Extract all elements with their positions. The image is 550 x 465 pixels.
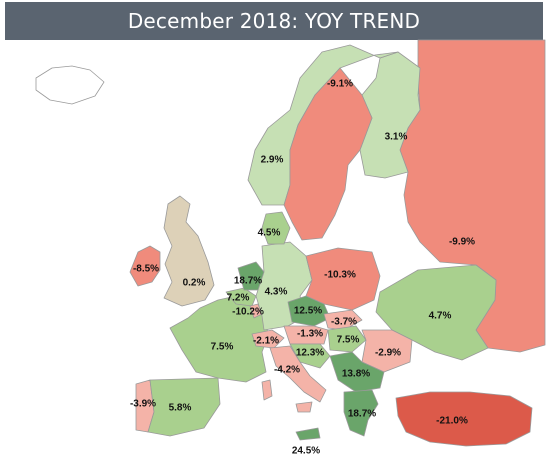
region-poland (305, 247, 381, 311)
label-greece: 18.7% (348, 409, 376, 420)
label-ukraine: 4.7% (429, 311, 452, 322)
map-title: December 2018: YOY TREND (127, 9, 421, 33)
label-uk: 0.2% (183, 278, 206, 289)
region-spain (147, 377, 221, 437)
region-greece (343, 389, 379, 437)
label-denmark: 4.5% (258, 228, 281, 239)
label-italy: -4.2% (274, 365, 300, 376)
title-bar: December 2018: YOY TREND (5, 2, 543, 40)
region-belgium (225, 287, 257, 307)
label-portugal: -3.9% (130, 399, 156, 410)
region-serbia-bulgaria (329, 351, 385, 393)
label-poland: -10.3% (324, 270, 356, 281)
region-switzerland (251, 329, 285, 349)
label-czechia: 12.5% (294, 306, 322, 317)
region-iceland (35, 65, 105, 105)
label-switzerland: -2.1% (253, 336, 279, 347)
label-finland: 3.1% (385, 132, 408, 143)
label-norway: 2.9% (261, 155, 284, 166)
region-sicily (295, 401, 313, 413)
region-turkey (395, 391, 533, 447)
label-ireland: -8.5% (133, 264, 159, 275)
label-sweden: -9.1% (327, 79, 353, 90)
label-spain: 5.8% (169, 403, 192, 414)
label-france: 7.5% (211, 342, 234, 353)
label-serbia-bulgaria: 13.8% (342, 369, 370, 380)
label-cyprus: 24.5% (292, 446, 320, 457)
label-belgium: 7.2% (227, 293, 250, 304)
region-ireland (129, 245, 161, 287)
region-italy (269, 345, 327, 403)
label-luxembourg: -10.2% (232, 307, 264, 318)
label-hungary: 7.5% (337, 335, 360, 346)
label-germany: 4.3% (265, 287, 288, 298)
label-austria: -1.3% (297, 329, 323, 340)
label-slovakia: -3.7% (331, 317, 357, 328)
region-slovakia (323, 309, 363, 331)
region-romania (361, 329, 413, 373)
label-turkey: -21.0% (436, 416, 468, 427)
label-netherlands: 18.7% (234, 276, 262, 287)
region-cyprus (295, 427, 321, 441)
region-sweden (283, 67, 373, 241)
region-austria (283, 325, 329, 345)
label-slovenia-croatia: 12.3% (296, 348, 324, 359)
label-romania: -2.9% (375, 348, 401, 359)
label-russia: -9.9% (449, 237, 475, 248)
region-hungary (327, 325, 367, 353)
region-denmark (261, 211, 291, 245)
region-sardinia (261, 379, 273, 401)
region-uk (163, 195, 215, 307)
